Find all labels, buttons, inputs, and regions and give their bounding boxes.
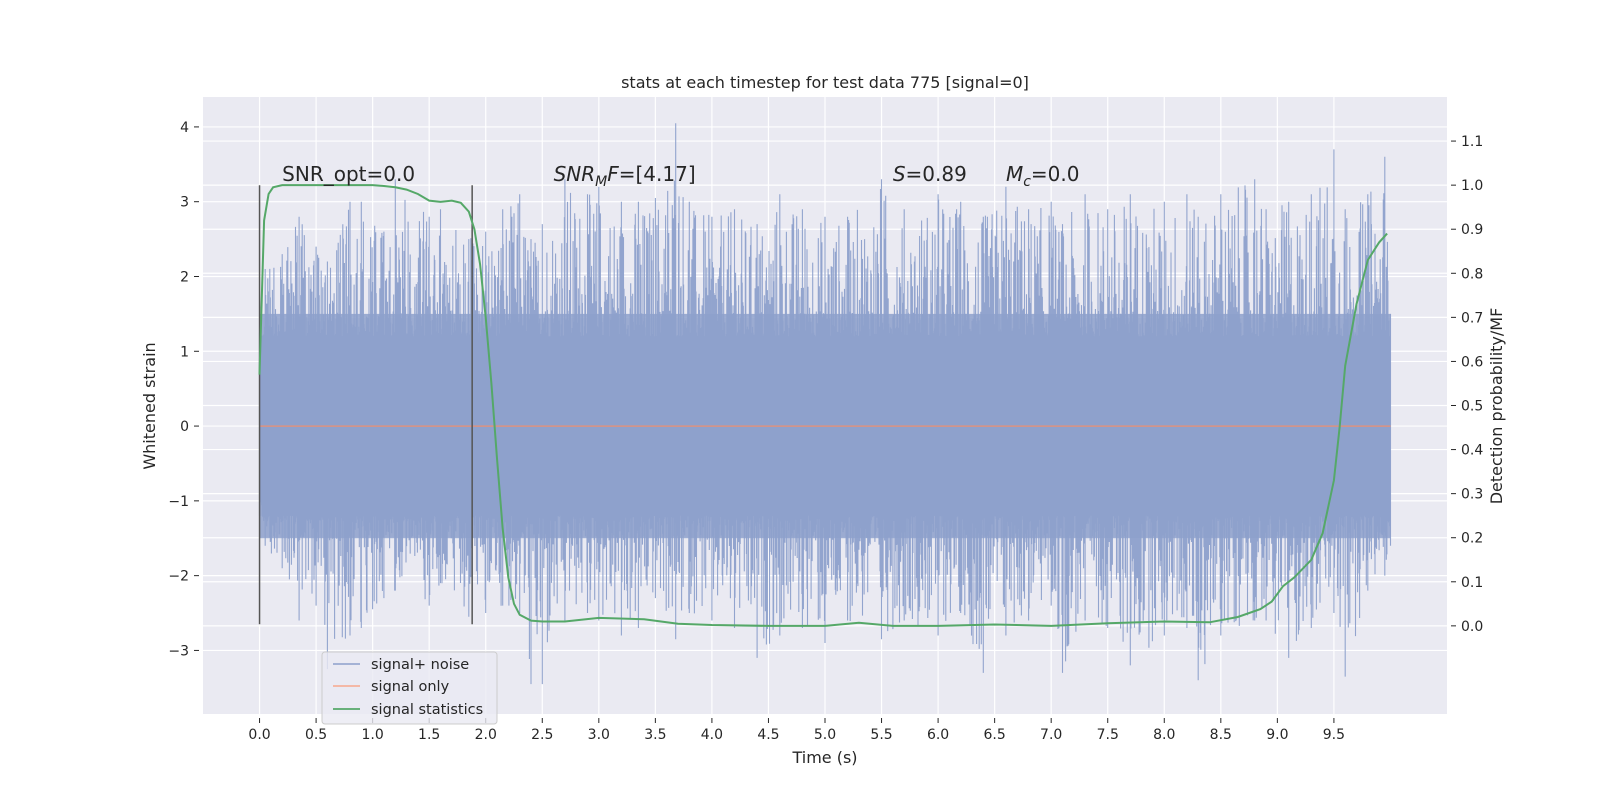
x-tick-label: 6.5 — [984, 727, 1006, 743]
y-tick-label: 1 — [180, 344, 189, 360]
x-tick-label: 5.5 — [870, 727, 892, 743]
y-tick-label: 4 — [180, 120, 189, 136]
y2-tick-label: 0.5 — [1461, 399, 1483, 415]
x-tick-label: 8.5 — [1210, 727, 1232, 743]
x-tick-label: 3.5 — [644, 727, 666, 743]
x-tick-label: 6.0 — [927, 727, 949, 743]
y-tick-label: −3 — [168, 643, 189, 659]
y-tick-label: 0 — [180, 419, 189, 435]
y2-tick-label: 0.4 — [1461, 443, 1483, 459]
annotation-text: Mc=0.0 — [1006, 162, 1080, 190]
x-tick-label: 0.5 — [305, 727, 327, 743]
window-markers — [258, 185, 473, 625]
y-tick-label: 3 — [180, 195, 189, 211]
x-tick-label: 7.5 — [1097, 727, 1119, 743]
legend-label-signal: signal only — [371, 679, 450, 695]
y2-tick-label: 0.7 — [1461, 310, 1483, 326]
y2-tick-label: 0.2 — [1461, 531, 1483, 547]
x-tick-label: 2.5 — [531, 727, 553, 743]
signal-statistics-curve — [258, 184, 1388, 627]
x-tick-label: 7.0 — [1040, 727, 1062, 743]
y2-tick-label: 1.1 — [1461, 134, 1483, 150]
x-tick-label: 1.0 — [362, 727, 384, 743]
annotation-text: SNR_opt=0.0 — [282, 162, 415, 186]
x-tick-label: 3.0 — [588, 727, 610, 743]
signal-statistics-line — [258, 184, 1388, 627]
y2-tick-label: 0.6 — [1461, 354, 1483, 370]
y-axis-label: Whitened strain — [140, 342, 159, 469]
legend-label-statistics: signal statistics — [371, 702, 483, 718]
y2-axis-label: Detection probability/MF — [1487, 308, 1506, 505]
axes: 0.0 0.5 1.0 1.5 2.0 2.5 3.0 3.5 4.0 4.5 5.0 5.5 6.0 6… — [168, 120, 1483, 743]
x-tick-label: 8.0 — [1153, 727, 1175, 743]
y-tick-label: −1 — [168, 494, 189, 510]
x-tick-label: 0.0 — [248, 727, 270, 743]
x-tick-label: 2.0 — [475, 727, 497, 743]
x-tick-label: 4.0 — [701, 727, 723, 743]
y-tick-label: 2 — [180, 269, 189, 285]
x-tick-label: 5.0 — [814, 727, 836, 743]
chart-title: stats at each timestep for test data 775… — [621, 73, 1029, 92]
x-tick-label: 1.5 — [418, 727, 440, 743]
annotation-text: S=0.89 — [893, 162, 967, 186]
legend-box — [321, 651, 498, 725]
x-tick-label: 4.5 — [757, 727, 779, 743]
legend: signal+ noise signal only signal statist… — [321, 651, 498, 725]
x-tick-label: 9.0 — [1266, 727, 1288, 743]
y2-tick-label: 1.0 — [1461, 178, 1483, 194]
x-tick-label: 9.5 — [1323, 727, 1345, 743]
annotation-text: SNRMF=[4.17] — [554, 162, 696, 190]
y2-tick-label: 0.0 — [1461, 619, 1483, 635]
y2-tick-label: 0.8 — [1461, 266, 1483, 282]
legend-label-noise: signal+ noise — [371, 657, 469, 673]
y2-tick-label: 0.1 — [1461, 575, 1483, 591]
y2-tick-label: 0.3 — [1461, 487, 1483, 503]
x-axis-label: Time (s) — [791, 748, 857, 767]
y2-tick-label: 0.9 — [1461, 222, 1483, 238]
annotations: SNR_opt=0.0 SNRMF=[4.17] S=0.89 Mc=0.0 — [282, 162, 1079, 190]
y-tick-label: −2 — [168, 569, 189, 585]
